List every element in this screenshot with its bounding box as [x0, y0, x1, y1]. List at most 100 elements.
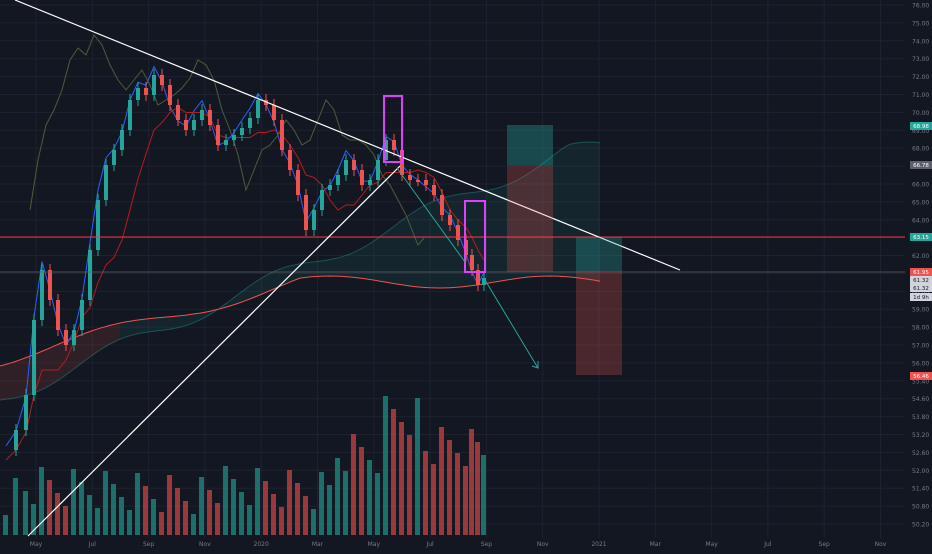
volume-bar — [407, 435, 412, 535]
candle-body — [360, 170, 364, 185]
y-tick-label: 52.00 — [912, 468, 929, 475]
candle-body — [470, 255, 474, 270]
y-tick-label: 62.00 — [912, 253, 929, 260]
volume-bar — [167, 475, 172, 535]
candle-body — [208, 110, 212, 125]
candle-body — [168, 85, 172, 105]
y-tick-label: 68.00 — [912, 146, 929, 153]
downtrend-line — [14, 0, 681, 271]
y-tick-label: 65.00 — [912, 199, 929, 206]
y-tick-label: 52.60 — [912, 450, 929, 457]
senkou-span-b — [0, 275, 601, 367]
x-tick-label: Sep — [143, 541, 155, 548]
position-loss-zone — [507, 165, 553, 272]
volume-bar — [183, 501, 188, 535]
volume-bar — [469, 429, 474, 535]
volume-bar — [263, 481, 268, 535]
x-tick-label: Mar — [650, 541, 662, 548]
volume-bar — [327, 485, 332, 535]
candle-body — [40, 270, 44, 320]
y-tick-label: 51.40 — [912, 486, 929, 493]
candle-body — [176, 105, 180, 120]
candle-body — [128, 100, 132, 130]
y-tick-label: 69.00 — [912, 128, 929, 135]
volume-bar — [447, 440, 452, 535]
svg-text:66.78: 66.78 — [913, 163, 929, 169]
x-tick-label: May — [368, 541, 381, 548]
candle-body — [240, 128, 244, 135]
volume-bar — [271, 494, 276, 535]
candle-body — [456, 225, 460, 240]
position2-loss-zone — [576, 272, 622, 375]
volume-bar — [39, 467, 44, 535]
price-axis[interactable]: 76.00 75.00 74.00 73.00 72.00 71.00 70.00 69.00… — [912, 3, 929, 529]
position-profit-zone — [507, 125, 553, 165]
x-tick-label: Jul — [763, 541, 772, 548]
y-tick-label: 55.40 — [912, 378, 929, 385]
volume-bar — [279, 507, 284, 535]
svg-text:61.95: 61.95 — [913, 270, 929, 276]
y-tick-label: 50.20 — [912, 522, 929, 529]
volume-bar — [391, 409, 396, 535]
volume-bar — [127, 510, 132, 535]
volume-bar — [431, 464, 436, 535]
candle-body — [392, 140, 396, 150]
volume-bar — [423, 451, 428, 535]
volume-bar — [415, 398, 420, 535]
volume-bar — [159, 512, 164, 535]
candle-body — [376, 160, 380, 180]
cloud-bullish — [120, 142, 600, 340]
candle-body — [296, 170, 300, 195]
volume-bar — [359, 447, 364, 535]
candle-body — [448, 215, 452, 225]
volume-bar — [87, 495, 92, 535]
volume-bar — [303, 496, 308, 535]
candle-body — [216, 125, 220, 145]
price-label-last-2: 61.32 — [910, 284, 932, 292]
candle-body — [344, 160, 348, 175]
volume-bar — [207, 490, 212, 535]
x-tick-label: Sep — [819, 541, 831, 548]
volume-bar — [287, 470, 292, 535]
volume-bar — [191, 514, 196, 535]
volume-bar — [231, 479, 236, 535]
position2-profit-zone — [576, 237, 622, 272]
cloud-bearish — [0, 323, 120, 400]
highlight-box-1 — [383, 95, 403, 163]
volume-bar — [399, 422, 404, 535]
y-tick-label: 60.00 — [912, 289, 929, 296]
candle-body — [104, 165, 108, 200]
x-tick-label: Mar — [312, 541, 324, 548]
candle-body — [232, 135, 236, 140]
candle-body — [112, 150, 116, 165]
candle-body — [160, 75, 164, 85]
x-tick-label: Jul — [425, 541, 434, 548]
price-label-gray: 66.78 — [910, 161, 932, 169]
candle-body — [48, 270, 52, 300]
price-label-countdown: 1d 9h — [910, 293, 932, 301]
volume-bar — [455, 453, 460, 535]
candle-body — [256, 100, 260, 118]
y-tick-label: 57.00 — [912, 343, 929, 350]
drawing-tools[interactable] — [0, 0, 905, 537]
y-tick-label: 72.00 — [912, 74, 929, 81]
candle-body — [352, 160, 356, 170]
svg-text:61.32: 61.32 — [913, 286, 929, 292]
volume-bar — [375, 473, 380, 535]
x-tick-label: Nov — [875, 541, 887, 548]
volume-bar — [71, 469, 76, 535]
volume-bar — [351, 434, 356, 535]
price-label-target-down: 56.46 — [910, 372, 932, 380]
volume-bar — [367, 460, 372, 535]
candle-body — [328, 185, 332, 190]
projection-arrow-1 — [396, 167, 466, 263]
candle-body — [288, 150, 292, 170]
volume-bar — [319, 472, 324, 535]
candle-body — [152, 75, 156, 95]
volume-bar — [47, 480, 52, 535]
time-axis[interactable]: May Jul Sep Nov 2020 Mar May Jul Sep Nov 2021 Mar Ma… — [30, 541, 887, 548]
candle-body — [200, 110, 204, 120]
volume-bar — [135, 473, 140, 535]
